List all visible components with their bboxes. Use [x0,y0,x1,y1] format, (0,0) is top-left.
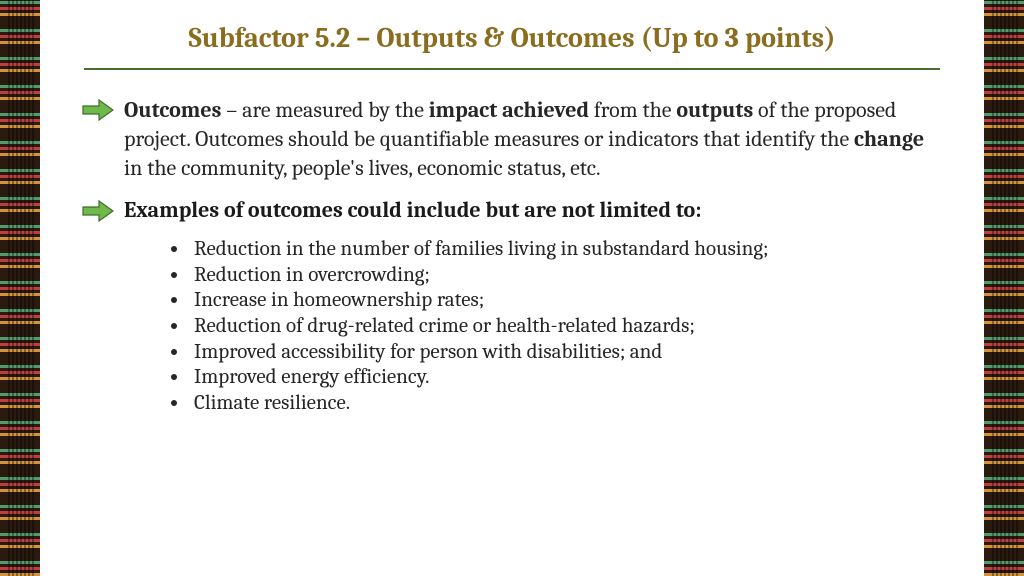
slide-body: Subfactor 5.2 – Outputs & Outcomes (Up t… [40,0,984,576]
examples-label: Examples of outcomes could include but a… [124,197,701,223]
plain-text: from the [589,97,676,123]
outcomes-paragraph-row: Outcomes – are measured by the impact ac… [82,96,942,183]
plain-text: – are measured by the [221,97,428,123]
examples-bullet-list: Reduction in the number of families livi… [190,237,942,416]
slide-title: Subfactor 5.2 – Outputs & Outcomes (Up t… [82,22,942,54]
arrow-icon [82,99,114,121]
left-decorative-border [0,0,40,576]
list-item: Improved accessibility for person with d… [190,340,942,366]
bold-text: impact achieved [429,97,589,123]
right-decorative-border [984,0,1024,576]
title-rule [84,68,940,70]
arrow-icon [82,200,114,222]
examples-label-row: Examples of outcomes could include but a… [82,197,942,223]
list-item: Reduction of drug-related crime or healt… [190,314,942,340]
bold-text: Outcomes [124,97,221,123]
list-item: Increase in homeownership rates; [190,288,942,314]
outcomes-paragraph: Outcomes – are measured by the impact ac… [124,96,942,183]
list-item: Reduction in overcrowding; [190,263,942,289]
plain-text: in the community, people's lives, econom… [124,155,601,181]
list-item: Reduction in the number of families livi… [190,237,942,263]
bold-text: change [854,126,924,152]
bold-text: outputs [676,97,753,123]
list-item: Climate resilience. [190,391,942,417]
list-item: Improved energy efficiency. [190,365,942,391]
